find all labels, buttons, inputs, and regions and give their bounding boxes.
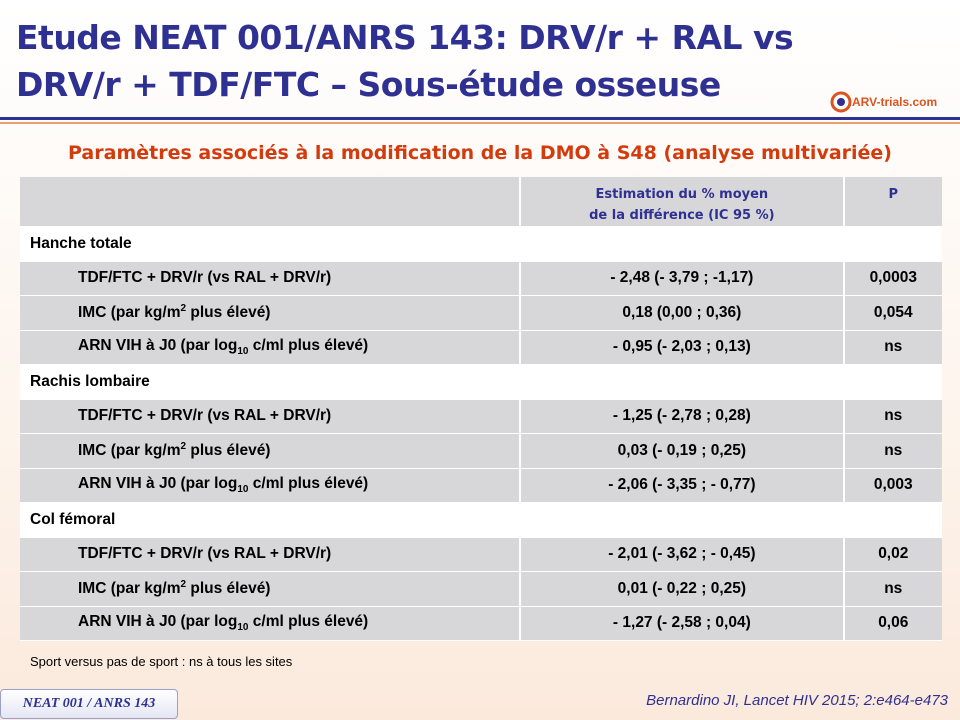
p-value-cell: 0,0003 [842,261,942,296]
table-subtitle: Paramètres associés à la modification de… [68,142,892,164]
parameter-text: IMC (par kg/m [78,442,181,460]
superscript: 2 [180,303,187,315]
slide-title-line-1: Etude NEAT 001/ANRS 143: DRV/r + RAL vs [16,18,794,57]
section-empty-p [842,365,942,400]
parameter-cell: TDF/FTC + DRV/r (vs RAL + DRV/r) [20,261,520,296]
citation: Bernardino JI, Lancet HIV 2015; 2:e464-e… [646,692,948,709]
p-value-cell: 0,06 [842,606,942,641]
table-row: IMC (par kg/m2 plus élevé) 0,03 (- 0,19 ;… [20,434,942,469]
table-row: IMC (par kg/m2 plus élevé) 0,01 (- 0,22 ;… [20,572,942,607]
slide-title: Etude NEAT 001/ANRS 143: DRV/r + RAL vs … [16,14,816,108]
title-divider-blue [0,117,960,120]
section-label: Rachis lombaire [20,365,520,400]
parameter-text-suffix: plus élevé) [186,580,271,598]
logo-mark-icon [830,91,852,113]
parameter-text-suffix: c/ml plus élevé) [248,613,369,631]
table-row: ARN VIH à J0 (par log10 c/ml plus élevé)… [20,330,942,365]
estimate-cell: - 0,95 (- 2,03 ; 0,13) [519,330,843,365]
parameter-text: TDF/FTC + DRV/r (vs RAL + DRV/r) [78,407,332,425]
superscript: 2 [180,579,187,591]
p-value-cell: 0,02 [842,537,942,572]
parameter-text: TDF/FTC + DRV/r (vs RAL + DRV/r) [78,269,332,287]
estimate-cell: - 2,06 (- 3,35 ; - 0,77) [519,468,843,503]
table-header-row: Estimation du % moyen de la différence (… [20,177,942,227]
section-empty-est [519,227,843,262]
section-empty-p [842,227,942,262]
section-label: Hanche totale [20,227,520,262]
p-value-cell: 0,054 [842,296,942,331]
parameter-text: IMC (par kg/m [78,304,181,322]
parameter-text-suffix: plus élevé) [186,442,271,460]
study-badge: NEAT 001 / ANRS 143 [0,689,178,719]
subscript: 10 [237,484,249,496]
parameter-cell: IMC (par kg/m2 plus élevé) [20,434,520,469]
parameter-text: ARN VIH à J0 (par log [78,613,238,631]
estimate-cell: 0,18 (0,00 ; 0,36) [519,296,843,331]
header-estimate-line-2: de la différence (IC 95 %) [589,208,775,223]
parameter-text: ARN VIH à J0 (par log [78,337,238,355]
section-row: Col fémoral [20,503,942,538]
header-estimate-line-1: Estimation du % moyen [595,187,769,202]
table-row: TDF/FTC + DRV/r (vs RAL + DRV/r) - 2,48 (… [20,261,942,296]
section-empty-est [519,503,843,538]
table-row: IMC (par kg/m2 plus élevé) 0,18 (0,00 ; 0… [20,296,942,331]
parameter-text-suffix: c/ml plus élevé) [248,475,369,493]
table-row: ARN VIH à J0 (par log10 c/ml plus élevé)… [20,468,942,503]
section-row: Rachis lombaire [20,365,942,400]
section-label: Col fémoral [20,503,520,538]
parameter-text-suffix: c/ml plus élevé) [248,337,369,355]
parameter-text: ARN VIH à J0 (par log [78,475,238,493]
parameter-cell: ARN VIH à J0 (par log10 c/ml plus élevé) [20,330,520,365]
parameter-text-suffix: plus élevé) [186,304,271,322]
p-value-cell: ns [842,434,942,469]
estimate-cell: - 1,27 (- 2,58 ; 0,04) [519,606,843,641]
section-empty-est [519,365,843,400]
parameter-cell: TDF/FTC + DRV/r (vs RAL + DRV/r) [20,399,520,434]
footnote: Sport versus pas de sport : ns à tous le… [30,654,293,669]
slide-title-line-2: DRV/r + TDF/FTC – Sous-étude osseuse [16,65,721,104]
estimate-cell: 0,03 (- 0,19 ; 0,25) [519,434,843,469]
section-row: Hanche totale [20,227,942,262]
parameter-text: TDF/FTC + DRV/r (vs RAL + DRV/r) [78,545,332,563]
parameter-cell: TDF/FTC + DRV/r (vs RAL + DRV/r) [20,537,520,572]
superscript: 2 [180,441,187,453]
arv-trials-logo: ARV-trials.com [830,88,955,116]
parameter-cell: IMC (par kg/m2 plus élevé) [20,572,520,607]
header-estimate: Estimation du % moyen de la différence (… [519,177,843,227]
subscript: 10 [237,346,249,358]
header-empty-cell [20,177,520,227]
p-value-cell: ns [842,399,942,434]
estimate-cell: - 2,01 (- 3,62 ; - 0,45) [519,537,843,572]
parameter-cell: ARN VIH à J0 (par log10 c/ml plus élevé) [20,468,520,503]
title-divider-orange [0,122,960,124]
estimate-cell: 0,01 (- 0,22 ; 0,25) [519,572,843,607]
header-p: P [842,177,942,227]
parameter-text: IMC (par kg/m [78,580,181,598]
p-value-cell: 0,003 [842,468,942,503]
table-row: TDF/FTC + DRV/r (vs RAL + DRV/r) - 1,25 (… [20,399,942,434]
section-empty-p [842,503,942,538]
estimate-cell: - 1,25 (- 2,78 ; 0,28) [519,399,843,434]
results-table: Estimation du % moyen de la différence (… [20,177,942,641]
table-row: TDF/FTC + DRV/r (vs RAL + DRV/r) - 2,01 (… [20,537,942,572]
parameter-cell: ARN VIH à J0 (par log10 c/ml plus élevé) [20,606,520,641]
p-value-cell: ns [842,572,942,607]
logo-text: ARV-trials.com [852,95,938,109]
p-value-cell: ns [842,330,942,365]
subscript: 10 [237,622,249,634]
table-row: ARN VIH à J0 (par log10 c/ml plus élevé)… [20,606,942,641]
parameter-cell: IMC (par kg/m2 plus élevé) [20,296,520,331]
estimate-cell: - 2,48 (- 3,79 ; -1,17) [519,261,843,296]
